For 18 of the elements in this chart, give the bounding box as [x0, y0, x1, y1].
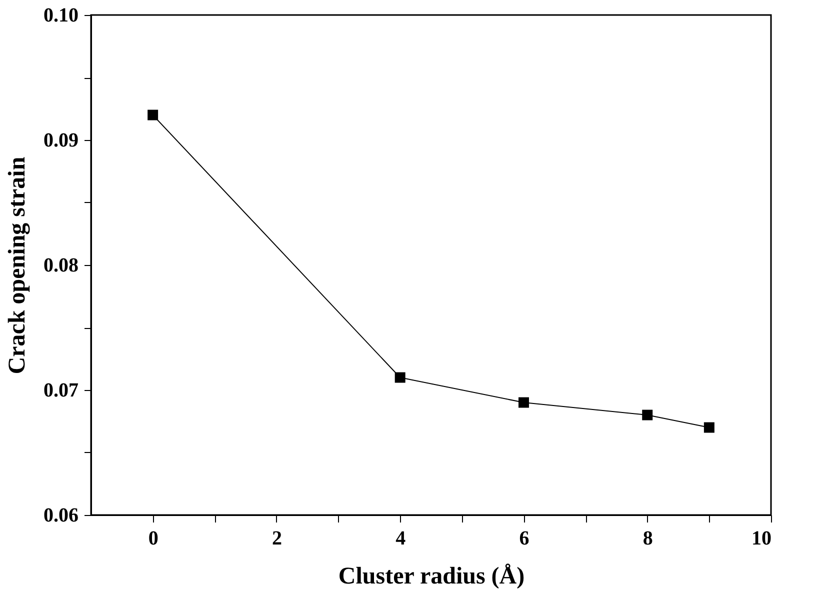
- y-tick-label: 0.07: [44, 380, 78, 402]
- x-axis-title: Cluster radius (Å): [338, 564, 525, 590]
- x-tick-label: 6: [519, 528, 530, 550]
- y-tick-label: 0.06: [44, 504, 78, 526]
- point: [394, 372, 406, 383]
- x-tick-label: 8: [642, 528, 653, 550]
- y-tick-label: 0.08: [44, 254, 78, 276]
- x-tick-label: 0: [148, 528, 158, 550]
- x-tick-label: 10: [752, 528, 772, 550]
- y-tick-label: 0.10: [44, 4, 78, 26]
- x-tick-label: 4: [396, 528, 406, 550]
- y-tick-label: 0.09: [44, 130, 78, 152]
- y-axis-title: Crack opening strain: [4, 156, 30, 374]
- point: [704, 422, 714, 433]
- point: [148, 110, 158, 120]
- x-tick-label: 2: [272, 528, 282, 550]
- point: [642, 410, 653, 420]
- point: [518, 397, 529, 408]
